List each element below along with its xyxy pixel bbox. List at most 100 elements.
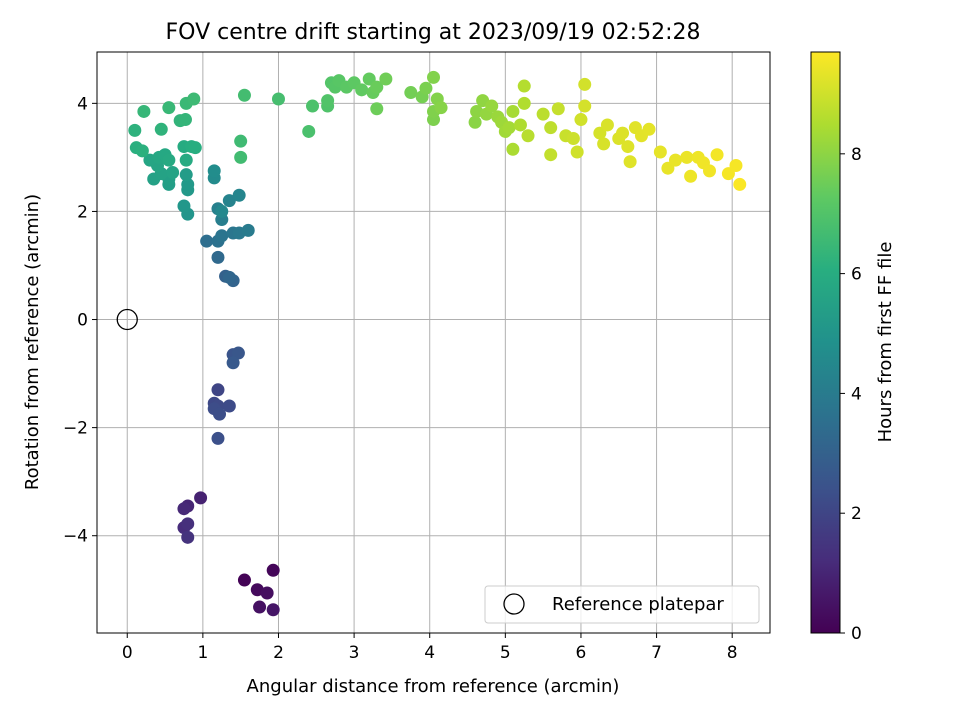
x-tick-label: 1 [197, 643, 208, 663]
data-point [250, 583, 264, 597]
data-point [211, 431, 225, 445]
data-point [302, 124, 316, 138]
data-point [703, 164, 717, 178]
data-point [222, 270, 236, 284]
x-tick-label: 2 [273, 643, 284, 663]
data-point [177, 199, 191, 213]
data-point [521, 129, 535, 143]
data-point [566, 131, 580, 145]
chart-title: FOV centre drift starting at 2023/09/19 … [166, 20, 701, 45]
data-point [200, 234, 214, 248]
data-point [600, 118, 614, 132]
y-tick-label: 4 [77, 94, 88, 114]
data-point [379, 72, 393, 86]
data-point [517, 79, 531, 93]
data-point [570, 145, 584, 159]
data-point [578, 99, 592, 113]
data-point [231, 346, 245, 360]
colorbar-ticks: 0 2 4 6 8 [840, 145, 862, 644]
data-point [232, 188, 246, 202]
y-tick-label: −2 [63, 419, 88, 439]
y-tick-label: 2 [77, 202, 88, 222]
data-point [642, 122, 656, 136]
y-axis-ticks: −4 −2 0 2 4 [63, 94, 97, 547]
data-point [181, 177, 195, 191]
data-point [181, 517, 195, 531]
data-point [653, 145, 667, 159]
data-point [623, 155, 637, 169]
data-point [419, 81, 433, 95]
x-tick-label: 3 [349, 643, 360, 663]
data-point [260, 586, 274, 600]
data-point [178, 113, 192, 127]
x-tick-label: 8 [727, 643, 738, 663]
data-point [181, 530, 195, 544]
data-point [188, 141, 202, 155]
y-tick-label: −4 [63, 527, 88, 547]
data-point [502, 121, 516, 135]
data-point [137, 104, 151, 118]
data-point [517, 96, 531, 110]
data-point [684, 169, 698, 183]
data-point [574, 113, 588, 127]
legend-reference-marker [503, 593, 525, 615]
data-point [544, 121, 558, 135]
data-point [680, 150, 694, 164]
data-point [266, 603, 280, 617]
data-point [162, 101, 176, 115]
data-point [621, 140, 635, 154]
data-point [506, 142, 520, 156]
data-point [266, 563, 280, 577]
legend: Reference platepar [484, 585, 760, 624]
y-axis-label: Rotation from reference (arcmin) [22, 194, 43, 490]
data-point [551, 102, 565, 116]
data-point [179, 168, 193, 182]
data-point [536, 107, 550, 121]
data-point [237, 88, 251, 102]
data-point [179, 153, 193, 167]
colorbar-tick-label: 4 [851, 384, 862, 404]
x-tick-label: 5 [500, 643, 511, 663]
colorbar-label: Hours from first FF file [875, 242, 896, 443]
data-point [271, 92, 285, 106]
x-tick-label: 0 [122, 643, 133, 663]
data-point [729, 158, 743, 172]
data-points [128, 70, 747, 617]
data-point [226, 356, 240, 370]
data-point [306, 99, 320, 113]
data-point [237, 573, 251, 587]
data-point [215, 204, 229, 218]
colorbar-tick-label: 0 [851, 624, 862, 644]
x-axis-ticks: 0 1 2 3 4 5 6 7 8 [122, 633, 738, 663]
data-point [434, 101, 448, 115]
data-point [213, 407, 227, 421]
data-point [222, 194, 236, 208]
data-point [154, 122, 168, 136]
grid-lines [97, 52, 770, 633]
data-point [222, 399, 236, 413]
data-point [506, 104, 520, 118]
data-point [616, 126, 630, 140]
data-point [668, 153, 682, 167]
data-point [128, 123, 142, 137]
x-tick-label: 4 [424, 643, 435, 663]
data-point [513, 118, 527, 132]
data-point [234, 150, 248, 164]
data-point [470, 104, 484, 118]
data-point [404, 86, 418, 100]
data-point [544, 148, 558, 162]
data-point [215, 229, 229, 243]
data-point [370, 80, 384, 94]
data-point [241, 223, 255, 237]
data-point [710, 148, 724, 162]
data-point [166, 166, 180, 180]
x-tick-label: 6 [576, 643, 587, 663]
legend-box [484, 585, 760, 624]
data-point [211, 383, 225, 397]
data-point [321, 94, 335, 108]
x-tick-label: 7 [651, 643, 662, 663]
x-axis-label: Angular distance from reference (arcmin) [247, 676, 620, 697]
colorbar-tick-label: 8 [851, 145, 862, 165]
data-point [194, 491, 208, 505]
data-point [578, 77, 592, 91]
